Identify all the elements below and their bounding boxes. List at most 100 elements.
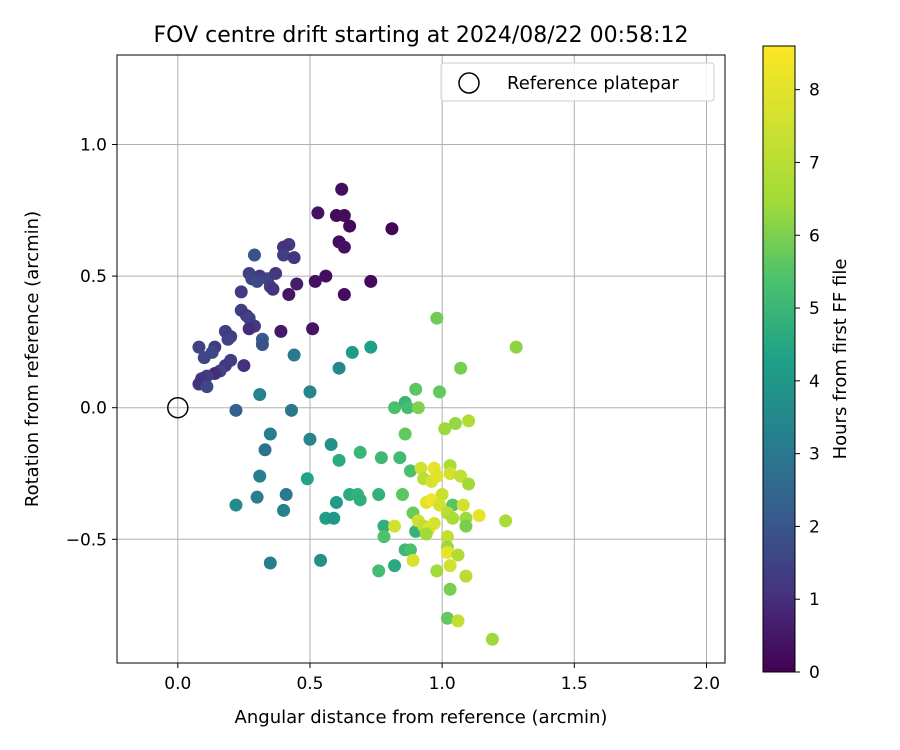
data-point [314,553,328,567]
data-point [411,401,425,415]
y-axis-ticks: −0.5 0.0 0.5 1.0 [66,135,117,550]
data-point [290,277,304,291]
data-point [250,490,264,504]
data-point [395,488,409,502]
data-point [308,274,322,288]
legend-marker-icon [458,72,480,94]
data-point [433,498,447,512]
data-point [451,548,465,562]
data-point [454,469,468,483]
data-point [343,219,357,233]
plot-frame [116,54,726,664]
x-tick-label: 1.0 [429,674,456,694]
x-tick-label: 1.5 [561,674,588,694]
data-point [454,361,468,375]
data-point [398,427,412,441]
data-point [462,477,476,491]
data-point [319,269,333,283]
data-point [263,427,277,441]
data-point [284,403,298,417]
data-point [306,322,320,336]
data-point [499,514,513,528]
data-point [332,361,346,375]
data-point [372,564,386,578]
colorbar-label: Hours from first FF file [830,259,851,460]
y-tick-label: 0.0 [80,399,107,419]
data-point [324,438,338,452]
data-point [327,511,341,525]
data-point [472,509,486,523]
data-point [337,240,351,254]
data-point [377,519,391,533]
data-point [269,266,283,280]
data-point [443,559,457,573]
colorbar-tick-label: 3 [809,445,820,465]
data-point [388,401,402,415]
data-point [485,632,499,646]
data-point [438,422,452,436]
data-point [393,451,407,465]
data-point [374,451,388,465]
data-point [430,564,444,578]
data-point [462,414,476,428]
chart-title: FOV centre drift starting at 2024/08/22 … [154,23,689,48]
data-point [277,248,291,262]
data-points [192,182,523,646]
x-tick-label: 0.5 [296,674,323,694]
data-point [353,493,367,507]
data-point [192,340,206,354]
colorbar-tick-label: 8 [809,81,820,101]
data-point [440,611,454,625]
data-point [250,274,264,288]
data-point [229,498,243,512]
data-point [440,545,454,559]
data-point [406,553,420,567]
data-point [303,385,317,399]
colorbar-tick-label: 7 [809,153,820,173]
data-point [435,488,449,502]
data-point [221,332,235,346]
data-point [364,340,378,354]
data-point [237,359,251,373]
data-point [332,453,346,467]
grid-lines [117,55,725,663]
data-point [414,461,428,475]
colorbar-tick-label: 0 [809,663,820,683]
data-point [258,443,272,457]
data-point [459,569,473,583]
data-point [253,469,267,483]
data-point [266,282,280,296]
colorbar-tick-label: 5 [809,299,820,319]
data-point [247,248,261,262]
data-point [419,527,433,541]
data-point [430,311,444,325]
data-point [433,385,447,399]
data-point [403,543,417,557]
data-point [311,206,325,220]
data-point [385,222,399,236]
data-point [427,517,441,531]
data-point [253,388,267,402]
data-point [329,495,343,509]
data-point [282,288,296,302]
x-axis-ticks: 0.0 0.5 1.0 1.5 2.0 [164,663,720,694]
x-axis-label: Angular distance from reference (arcmin) [235,707,608,728]
colorbar-tick-label: 1 [809,590,820,610]
data-point [303,432,317,446]
y-tick-label: −0.5 [66,530,107,550]
data-point [403,464,417,478]
data-point [229,403,243,417]
data-point [448,416,462,430]
x-tick-label: 2.0 [693,674,720,694]
data-point [242,322,256,336]
data-point [401,401,415,415]
colorbar-tick-label: 4 [809,372,820,392]
data-point [440,530,454,544]
data-point [388,519,402,533]
data-point [234,285,248,299]
data-point [279,488,293,502]
x-tick-label: 0.0 [164,674,191,694]
data-point [430,469,444,483]
